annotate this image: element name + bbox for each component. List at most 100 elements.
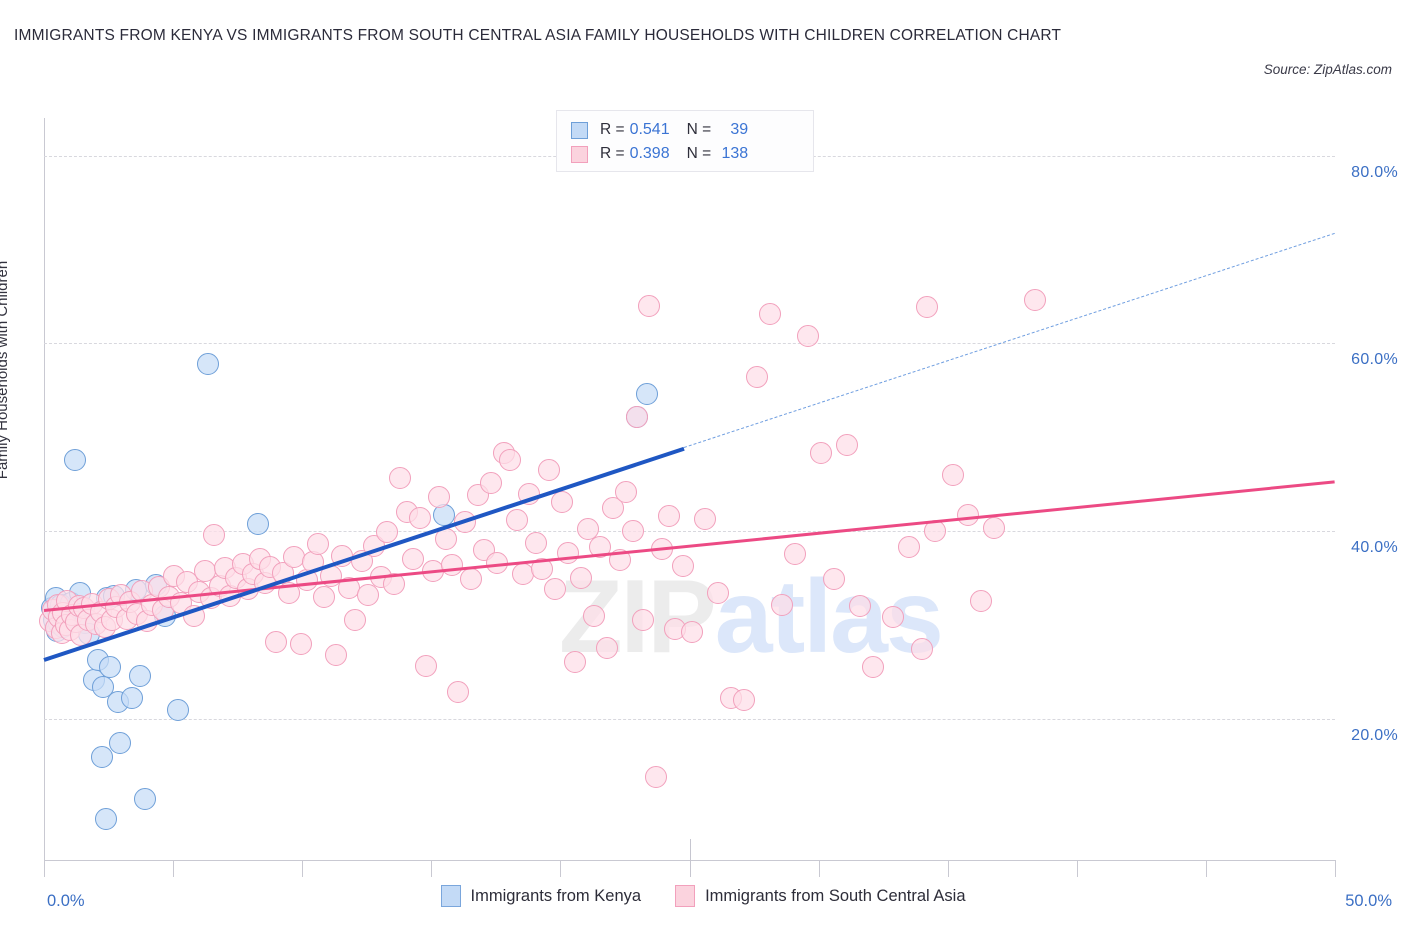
data-point [632,609,655,632]
data-point [344,608,367,631]
data-point [706,582,729,605]
data-point [265,631,288,654]
data-point [98,655,121,678]
data-point [196,353,219,376]
data-point [289,632,312,655]
data-point [460,568,483,591]
stats-n-label-kenya: N = [686,121,712,138]
page-title: IMMIGRANTS FROM KENYA VS IMMIGRANTS FROM… [14,27,1062,44]
x-tick [689,839,691,877]
data-point [440,554,463,577]
stats-swatch-south-central-asia [571,145,588,163]
data-point [415,654,438,677]
data-point [672,555,695,578]
data-point [91,745,114,768]
data-point [479,472,502,495]
data-point [576,518,599,541]
data-point [657,505,680,528]
data-point [128,664,151,687]
stats-n-value-kenya: 39 [730,121,749,138]
stats-row-south-central-asia: R = 0.398 N = 138 [571,142,801,166]
stats-swatch-kenya [571,121,588,139]
x-tick [818,860,820,877]
x-tick [44,860,45,877]
x-tick [173,860,175,877]
data-point [94,807,117,830]
data-point [278,582,301,605]
data-point [537,459,560,482]
data-point [910,637,933,660]
data-point [557,541,580,564]
data-point [434,527,457,550]
data-point [247,512,270,535]
data-point [505,508,528,531]
legend-item-south-central-asia[interactable]: Immigrants from South Central Asia [675,885,966,907]
data-point [408,507,431,530]
data-point [524,531,547,554]
data-point [582,604,605,627]
x-tick [1076,860,1078,877]
trend-line [43,480,1336,613]
data-point [882,605,905,628]
data-point [595,636,618,659]
data-point [983,517,1006,540]
data-point [848,595,871,618]
data-point [621,520,644,543]
data-point [570,567,593,590]
data-point [693,508,716,531]
data-point [544,578,567,601]
data-point [182,604,205,627]
gridline [44,531,1335,533]
data-point [306,533,329,556]
data-point [92,676,115,699]
data-point [324,644,347,667]
y-axis-line [44,118,45,860]
data-point [625,405,648,428]
y-tick-label: 40.0% [1351,539,1398,557]
data-point [970,589,993,612]
legend-label-south-central-asia: Immigrants from South Central Asia [705,886,966,905]
x-tick [560,860,562,877]
plot-area: ZIPatlas [39,118,1336,860]
data-point [518,482,541,505]
source-label: Source: ZipAtlas.com [1263,62,1392,77]
x-tick [1205,860,1207,877]
data-point [63,448,86,471]
data-point [957,504,980,527]
gridline [44,719,1335,721]
data-point [651,538,674,561]
legend-swatch-south-central-asia [675,885,696,907]
data-point [758,303,781,326]
legend-swatch-kenya [440,885,461,907]
data-point [602,496,625,519]
y-axis-title: Family Households with Children [0,260,11,480]
data-point [916,295,939,318]
y-tick-label: 20.0% [1351,727,1398,745]
x-tick [1335,860,1336,877]
data-point [923,520,946,543]
data-point [447,680,470,703]
data-point [402,547,425,570]
data-point [635,383,658,406]
stats-n-label-south-central-asia: N = [686,145,712,162]
stats-r-value-south-central-asia: 0.398 [629,145,670,162]
gridline [44,343,1335,345]
x-tick [947,860,949,877]
stats-n-value-south-central-asia: 138 [721,145,749,162]
data-point [120,686,143,709]
x-tick [431,860,433,877]
data-point [810,442,833,465]
data-point [357,584,380,607]
data-point [428,486,451,509]
correlation-stats-box: R = 0.541 N = 39 R = 0.398 N = 138 [556,110,814,172]
data-point [133,787,156,810]
data-point [608,549,631,572]
data-point [453,510,476,533]
data-point [644,766,667,789]
x-axis-max-label: 50.0% [1345,892,1392,910]
data-point [109,731,132,754]
data-point [167,698,190,721]
stats-r-label-kenya: R = [600,121,625,138]
legend-item-kenya[interactable]: Immigrants from Kenya [440,885,641,907]
stats-r-value-kenya: 0.541 [629,121,670,138]
